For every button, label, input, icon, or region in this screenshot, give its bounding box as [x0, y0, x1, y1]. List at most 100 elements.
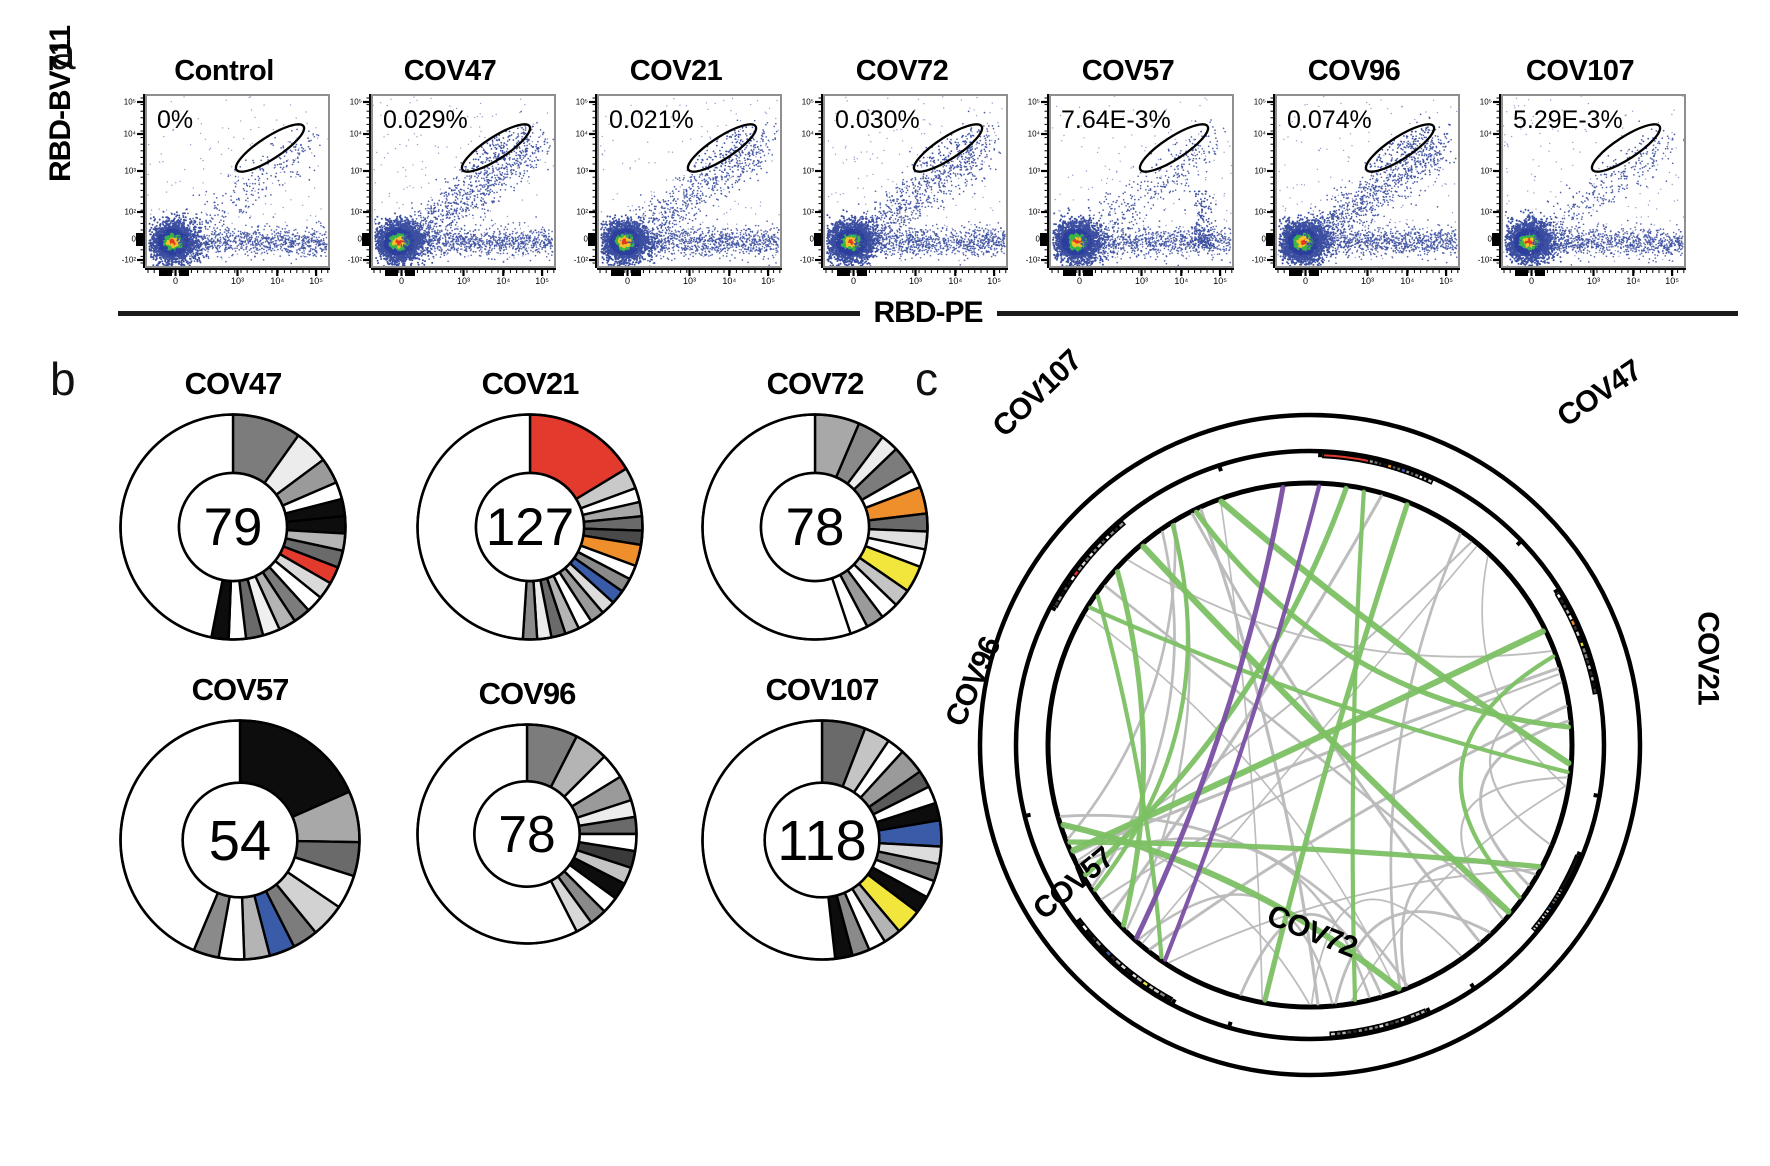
flow-x-axis: 0 10³ 10⁴ 10⁵: [1501, 268, 1686, 290]
flow-y-tick-label: 10³: [576, 167, 588, 176]
flow-x-axis: 0 10³ 10⁴ 10⁵: [1049, 268, 1234, 290]
flow-y-tick-label: 10⁵: [1254, 98, 1266, 107]
flow-x-tick-label: 10⁵: [1665, 276, 1679, 286]
flow-plot-cov96: COV96 10⁵ 10⁴ 10³ 10² 0 -10² 0.074% 0 10³ 10⁴ 10⁵: [1248, 55, 1460, 290]
flow-y-axis: 10⁵ 10⁴ 10³ 10² 0 -10²: [118, 94, 145, 268]
flow-y-tick-label: -10²: [800, 256, 814, 265]
donut-chart-cov107: COV107 118: [700, 672, 944, 962]
flow-x-axis: 0 10³ 10⁴ 10⁵: [371, 268, 556, 290]
flow-y-tick-label: 10⁴: [1028, 130, 1040, 139]
flow-y-tick-label: -10²: [574, 256, 588, 265]
flow-plot-title: Control: [118, 55, 330, 88]
donut-center-count: 127: [415, 412, 645, 642]
flow-x-tick-label: 10⁴: [1400, 276, 1414, 286]
flow-x-tick-label: 10⁵: [535, 276, 549, 286]
flow-x-tick-label: 10⁵: [309, 276, 323, 286]
flow-x-tick-label: 10³: [457, 276, 470, 286]
flow-scatter-box: 0.021%: [597, 94, 782, 268]
flow-y-tick-label: 10²: [1480, 208, 1492, 217]
flow-x-tick-label: 10⁴: [722, 276, 736, 286]
flow-y-axis: 10⁵ 10⁴ 10³ 10² 0 -10²: [570, 94, 597, 268]
x-axis-rule-left: [118, 310, 860, 316]
panel-letter-c: c: [915, 352, 938, 406]
flow-y-tick-label: 0: [1036, 235, 1040, 244]
flow-gate-percentage: 0.029%: [383, 106, 468, 135]
x-axis-label: RBD-PE: [860, 296, 997, 330]
flow-x-tick-label: 10⁵: [1439, 276, 1453, 286]
flow-x-tick-label: 10³: [1361, 276, 1374, 286]
flow-plot-title: COV21: [570, 55, 782, 88]
flow-x-tick-label: 0: [1303, 276, 1308, 286]
flow-x-tick-label: 0: [851, 276, 856, 286]
flow-scatter-box: 0.030%: [823, 94, 1008, 268]
flow-gate-percentage: 7.64E-3%: [1061, 106, 1171, 135]
flow-x-tick-label: 10⁴: [496, 276, 510, 286]
flow-x-axis: 0 10³ 10⁴ 10⁵: [823, 268, 1008, 290]
flow-y-tick-label: 10²: [802, 208, 814, 217]
donut-chart-cov57: COV57 54: [118, 672, 362, 962]
panel-letter-a: a: [50, 26, 76, 80]
flow-x-axis: 0 10³ 10⁴ 10⁵: [145, 268, 330, 290]
flow-plot-control: Control 10⁵ 10⁴ 10³ 10² 0 -10² 0% 0 10³ 10⁴ 10⁵: [118, 55, 330, 290]
flow-y-tick-label: -10²: [1478, 256, 1492, 265]
flow-y-tick-label: 10⁵: [802, 98, 814, 107]
flow-y-tick-label: 10³: [1028, 167, 1040, 176]
flow-y-tick-label: 10²: [124, 208, 136, 217]
flow-x-tick-label: 0: [625, 276, 630, 286]
flow-y-tick-label: 0: [358, 235, 362, 244]
flow-y-axis: 10⁵ 10⁴ 10³ 10² 0 -10²: [344, 94, 371, 268]
donut-chart-cov21: COV21 127: [415, 366, 645, 642]
flow-y-tick-label: 10³: [1254, 167, 1266, 176]
flow-y-tick-label: 10³: [1480, 167, 1492, 176]
flow-gate-percentage: 0.021%: [609, 106, 694, 135]
flow-x-tick-label: 10³: [231, 276, 244, 286]
y-axis-label: RBD-BV711: [44, 26, 78, 182]
flow-scatter-box: 0.074%: [1275, 94, 1460, 268]
flow-scatter-box: 5.29E-3%: [1501, 94, 1686, 268]
donut-title: COV57: [118, 672, 362, 708]
flow-plot-cov107: COV107 10⁵ 10⁴ 10³ 10² 0 -10² 5.29E-3% 0 10³ 10⁴ 10…: [1474, 55, 1686, 290]
flow-x-tick-label: 10⁴: [1174, 276, 1188, 286]
flow-gate-percentage: 0.074%: [1287, 106, 1372, 135]
flow-scatter-box: 0%: [145, 94, 330, 268]
flow-y-tick-label: 10⁴: [1480, 130, 1492, 139]
flow-x-tick-label: 10⁴: [948, 276, 962, 286]
flow-x-tick-label: 10⁴: [270, 276, 284, 286]
x-axis-label-row: RBD-PE: [118, 296, 1739, 330]
donut-title: COV107: [700, 672, 944, 708]
donut-center-count: 78: [415, 722, 639, 946]
flow-y-tick-label: 10²: [576, 208, 588, 217]
flow-y-tick-label: 10²: [350, 208, 362, 217]
flow-x-tick-label: 10⁵: [761, 276, 775, 286]
flow-y-tick-label: 10⁴: [576, 130, 588, 139]
donut-center-count: 79: [118, 412, 348, 642]
flow-y-tick-label: 10⁵: [576, 98, 588, 107]
flow-x-tick-label: 0: [399, 276, 404, 286]
flow-x-tick-label: 10³: [1135, 276, 1148, 286]
flow-gate-percentage: 0.030%: [835, 106, 920, 135]
flow-x-tick-label: 10³: [683, 276, 696, 286]
donut-chart-cov96: COV96 78: [415, 676, 639, 946]
flow-plot-title: COV57: [1022, 55, 1234, 88]
donut-title: COV96: [415, 676, 639, 712]
flow-y-tick-label: -10²: [1026, 256, 1040, 265]
flow-y-tick-label: 10⁵: [1028, 98, 1040, 107]
flow-y-tick-label: 10⁴: [350, 130, 362, 139]
flow-y-tick-label: -10²: [122, 256, 136, 265]
flow-x-tick-label: 10⁵: [1213, 276, 1227, 286]
flow-y-tick-label: 10⁵: [1480, 98, 1492, 107]
flow-y-axis: 10⁵ 10⁴ 10³ 10² 0 -10²: [796, 94, 823, 268]
flow-plot-area: 10⁵ 10⁴ 10³ 10² 0 -10² 0.030% 0 10³ 10⁴ 10⁵: [796, 94, 1008, 290]
flow-x-tick-label: 0: [1529, 276, 1534, 286]
flow-y-tick-label: 10³: [802, 167, 814, 176]
flow-plot-area: 10⁵ 10⁴ 10³ 10² 0 -10² 0.029% 0 10³ 10⁴ 10⁵: [344, 94, 556, 290]
flow-y-tick-label: -10²: [348, 256, 362, 265]
flow-x-tick-label: 10³: [909, 276, 922, 286]
flow-y-tick-label: 0: [132, 235, 136, 244]
flow-y-tick-label: -10²: [1252, 256, 1266, 265]
flow-plot-area: 10⁵ 10⁴ 10³ 10² 0 -10² 0% 0 10³ 10⁴ 10⁵: [118, 94, 330, 290]
flow-scatter-box: 0.029%: [371, 94, 556, 268]
flow-plot-area: 10⁵ 10⁴ 10³ 10² 0 -10² 5.29E-3% 0 10³ 10⁴ 10⁵: [1474, 94, 1686, 290]
flow-plot-area: 10⁵ 10⁴ 10³ 10² 0 -10² 7.64E-3% 0 10³ 10⁴ 10⁵: [1022, 94, 1234, 290]
